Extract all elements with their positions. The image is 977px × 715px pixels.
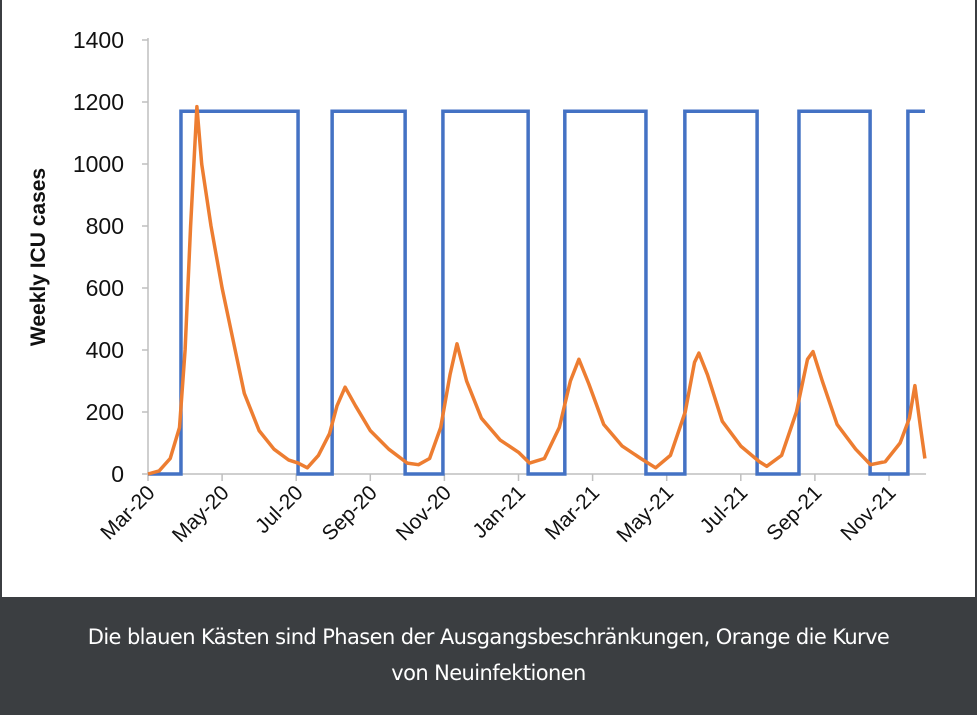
x-tick-label: Jul-20 bbox=[251, 481, 308, 538]
x-tick-label: Sep-20 bbox=[318, 481, 382, 545]
x-tick-label: Nov-20 bbox=[392, 481, 456, 545]
caption-line-1: Die blauen Kästen sind Phasen der Ausgan… bbox=[87, 625, 890, 649]
x-tick-label: Mar-21 bbox=[541, 481, 604, 544]
x-tick-label: Jul-21 bbox=[696, 481, 753, 538]
y-tick-label: 1200 bbox=[73, 89, 124, 115]
y-tick-label: 0 bbox=[111, 461, 124, 487]
chart-area: 0 200 400 600 800 1000 1200 1400 Mar-20 May-20 Jul… bbox=[0, 0, 977, 597]
icu-cases-line bbox=[147, 104, 927, 476]
y-axis-label: Weekly ICU cases bbox=[27, 168, 50, 346]
y-tick-label: 1400 bbox=[73, 27, 124, 53]
x-tick-label: Sep-21 bbox=[762, 481, 826, 545]
x-tick-label: May-21 bbox=[612, 481, 678, 547]
y-tick-label: 800 bbox=[86, 213, 124, 239]
caption-line-2: von Neuinfektionen bbox=[391, 661, 586, 685]
x-tick-label: Nov-21 bbox=[836, 481, 900, 545]
lockdown-phases-line bbox=[148, 109, 925, 476]
x-tick-label: May-20 bbox=[168, 481, 234, 547]
x-tick-label: Mar-20 bbox=[96, 481, 159, 544]
x-tick-label: Jan-21 bbox=[468, 481, 530, 543]
y-tick-label: 200 bbox=[86, 399, 124, 425]
icu-chart: 0 200 400 600 800 1000 1200 1400 Mar-20 May-20 Jul… bbox=[27, 27, 927, 547]
y-tick-label: 600 bbox=[86, 275, 124, 301]
y-tick-label: 1000 bbox=[73, 151, 124, 177]
image-caption: Die blauen Kästen sind Phasen der Ausgan… bbox=[0, 597, 977, 715]
y-tick-label: 400 bbox=[86, 337, 124, 363]
